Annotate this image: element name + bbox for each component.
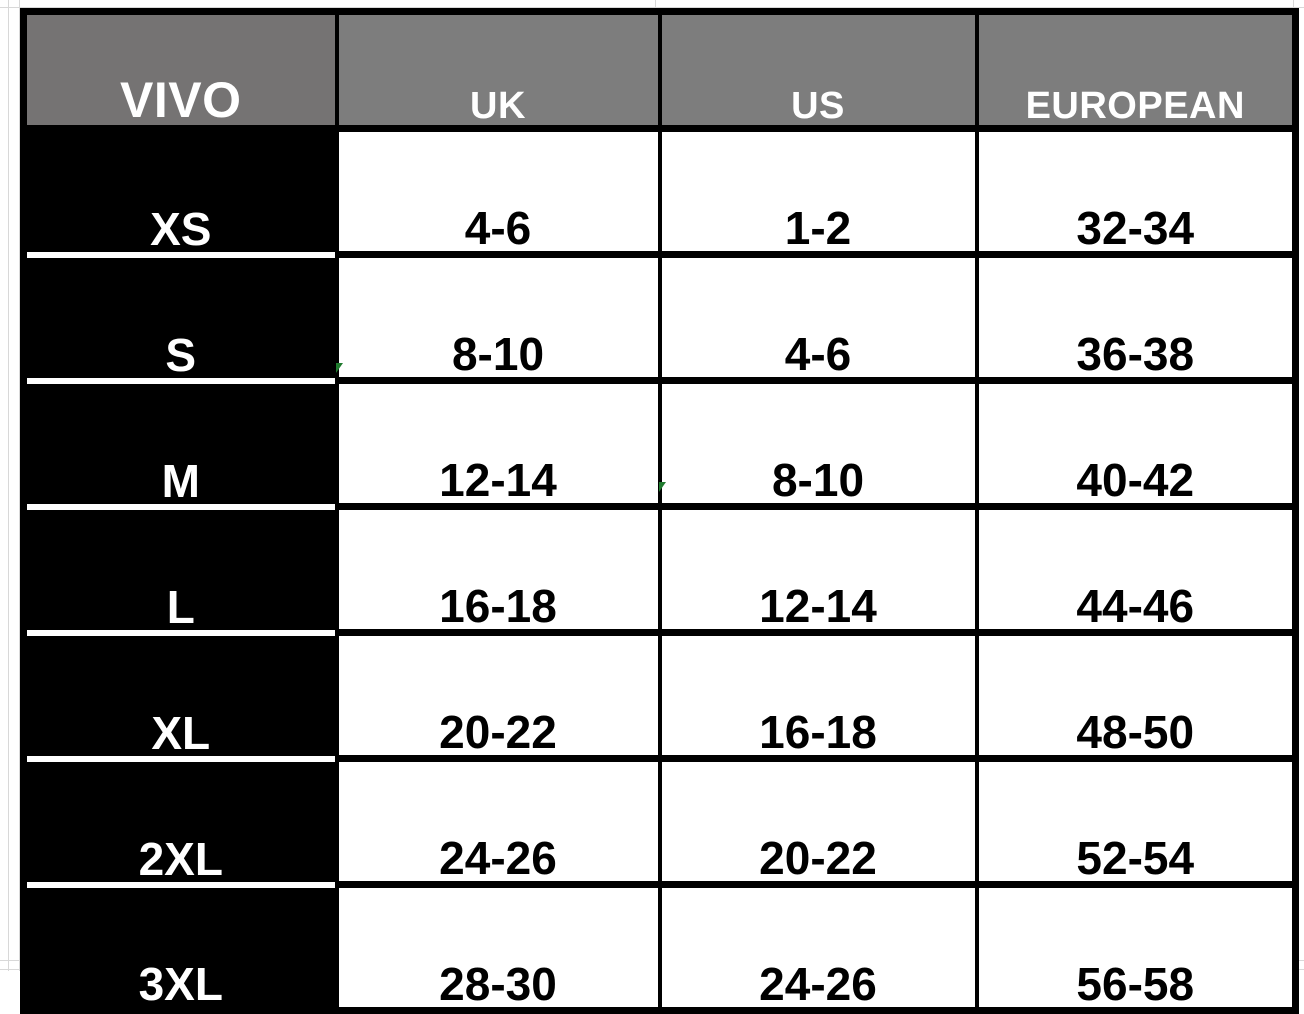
uk-size-cell: 8-10 [336,254,662,384]
eu-size-cell: 40-42 [976,380,1299,510]
eu-size-cell: 32-34 [976,128,1299,258]
eu-size-cell: 36-38 [976,254,1299,384]
us-size-cell: 4-6 [659,254,979,384]
size-label-cell: XL [20,632,339,762]
table-row: XS 4-6 1-2 32-34 [20,128,1299,258]
us-size-cell: 8-10 [659,380,979,510]
eu-size-cell: 44-46 [976,506,1299,636]
comment-marker-icon [336,363,343,373]
size-label-cell: M [20,380,339,510]
uk-size-cell: 24-26 [336,758,662,888]
eu-size-cell: 56-58 [976,884,1299,1014]
table-row: 2XL 24-26 20-22 52-54 [20,758,1299,888]
uk-size-cell: 28-30 [336,884,662,1014]
eu-size-cell: 48-50 [976,632,1299,762]
us-size-cell: 24-26 [659,884,979,1014]
us-size-cell: 20-22 [659,758,979,888]
uk-size-cell: 12-14 [336,380,662,510]
table-row: S 8-10 4-6 36-38 [20,254,1299,384]
table-row: L 16-18 12-14 44-46 [20,506,1299,636]
us-size-cell: 12-14 [659,506,979,636]
comment-marker-icon [659,482,666,492]
us-size-cell: 16-18 [659,632,979,762]
size-conversion-table: VIVO UK US EUROPEAN XS 4-6 1-2 32-34 S 8… [20,8,1299,1014]
size-label-cell: 3XL [20,884,339,1014]
size-label-cell: XS [20,128,339,258]
table-row: XL 20-22 16-18 48-50 [20,632,1299,762]
uk-size-cell: 4-6 [336,128,662,258]
eu-size-cell: 52-54 [976,758,1299,888]
table-header-row: VIVO UK US EUROPEAN [20,8,1299,132]
column-header-vivo: VIVO [20,8,339,132]
size-label-cell: L [20,506,339,636]
column-header-us: US [659,8,979,132]
column-header-european: EUROPEAN [976,8,1299,132]
us-size-cell: 1-2 [659,128,979,258]
grid-column-line [8,0,9,971]
grid-column-line [19,0,20,971]
size-label-cell: 2XL [20,758,339,888]
grid-row-line [0,7,1304,8]
column-header-uk: UK [336,8,662,132]
table-row: M 12-14 8-10 40-42 [20,380,1299,510]
uk-size-cell: 20-22 [336,632,662,762]
size-label-cell: S [20,254,339,384]
uk-size-cell: 16-18 [336,506,662,636]
table-row: 3XL 28-30 24-26 56-58 [20,884,1299,1014]
